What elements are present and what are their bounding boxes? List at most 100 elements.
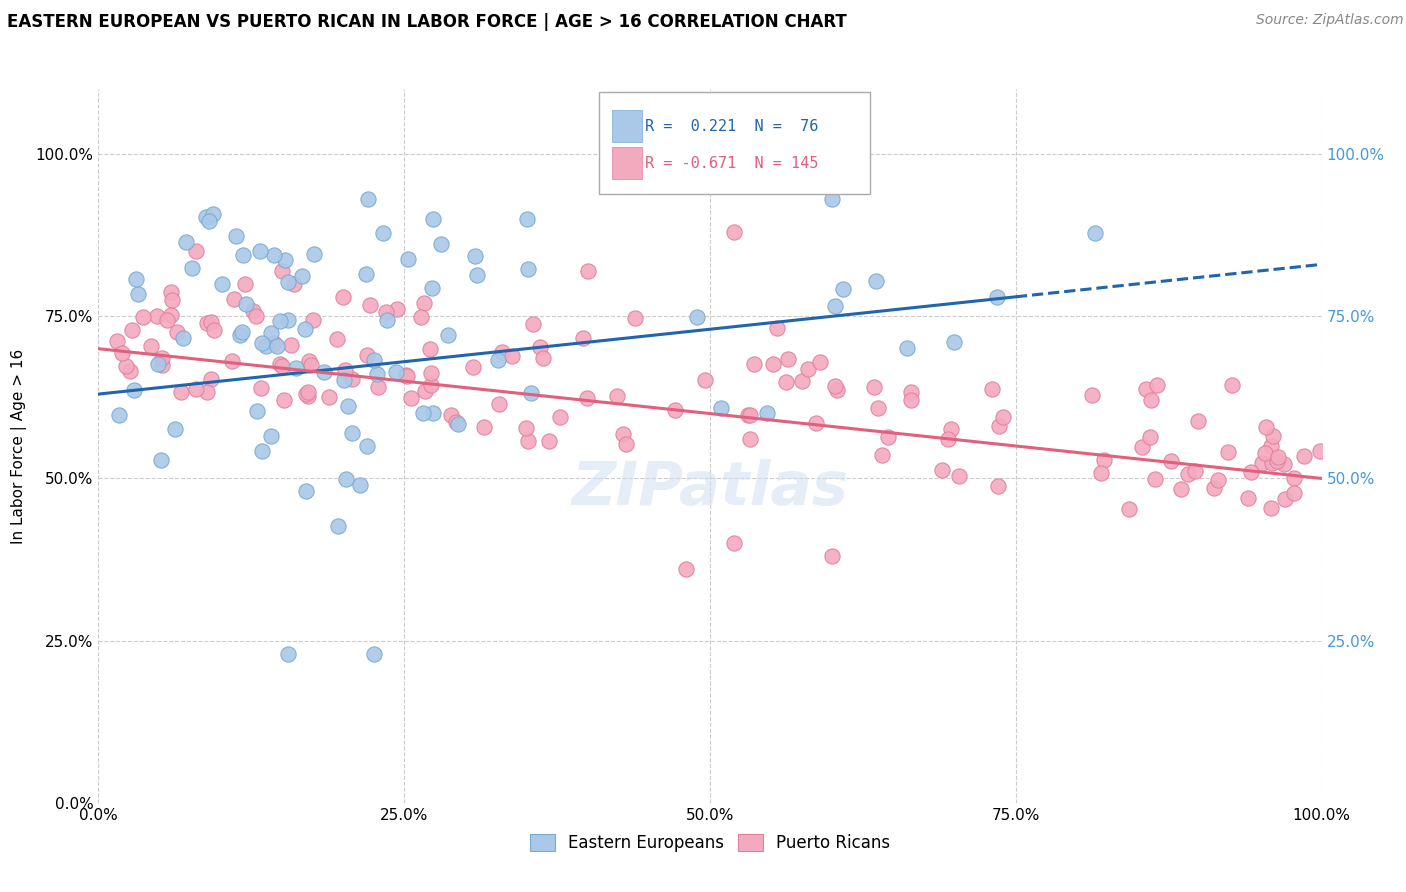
Point: [444, 415, 467, 429]
Point: [825, 384, 848, 398]
Point: [862, 380, 884, 394]
Point: [231, 325, 253, 339]
Point: [269, 313, 291, 327]
Point: [395, 368, 418, 383]
Point: [710, 401, 733, 415]
Point: [900, 385, 922, 400]
Point: [463, 359, 485, 374]
Point: [160, 309, 183, 323]
Point: [291, 268, 314, 283]
Point: [356, 348, 378, 362]
Point: [170, 385, 193, 400]
Point: [1260, 500, 1282, 515]
Point: [186, 244, 208, 259]
Point: [744, 357, 766, 371]
Point: [269, 357, 291, 371]
Point: [336, 399, 359, 413]
Point: [501, 349, 523, 363]
Point: [824, 379, 846, 393]
Point: [263, 248, 285, 262]
Point: [1090, 466, 1112, 480]
Point: [252, 444, 274, 458]
Point: [283, 277, 305, 291]
Point: [374, 305, 396, 319]
Point: [832, 282, 855, 296]
Point: [367, 380, 389, 394]
Point: [325, 332, 347, 346]
Point: [1084, 227, 1107, 241]
Text: Source: ZipAtlas.com: Source: ZipAtlas.com: [1256, 13, 1403, 28]
Point: [522, 318, 544, 332]
Point: [1202, 481, 1225, 495]
Point: [366, 367, 388, 381]
Point: [359, 298, 381, 312]
Point: [870, 448, 893, 462]
Point: [413, 384, 436, 398]
Point: [245, 309, 267, 323]
Point: [294, 322, 316, 336]
Point: [938, 432, 960, 446]
Point: [987, 478, 1010, 492]
Point: [740, 433, 762, 447]
Text: ZIPatlas: ZIPatlas: [571, 459, 849, 518]
Point: [270, 264, 294, 278]
Point: [821, 549, 844, 564]
Point: [132, 310, 155, 324]
Point: [576, 392, 599, 406]
Point: [396, 369, 419, 384]
Point: [515, 211, 537, 226]
Point: [246, 403, 269, 417]
Point: [1250, 456, 1272, 470]
Point: [792, 374, 814, 388]
Point: [127, 286, 149, 301]
Point: [1177, 467, 1199, 482]
Point: [194, 210, 217, 224]
Point: [1220, 377, 1243, 392]
Point: [1135, 382, 1157, 396]
Point: [1170, 482, 1192, 496]
Point: [1139, 430, 1161, 444]
Point: [385, 302, 408, 317]
Point: [1130, 440, 1153, 454]
Point: [1240, 465, 1263, 479]
Point: [531, 351, 554, 365]
Point: [166, 325, 188, 339]
Point: [139, 339, 162, 353]
Text: R = -0.671  N = 145: R = -0.671 N = 145: [645, 155, 818, 170]
Point: [1216, 444, 1239, 458]
Point: [1187, 413, 1209, 427]
Point: [172, 331, 194, 345]
Point: [250, 381, 273, 395]
Point: [419, 366, 441, 380]
Point: [1184, 464, 1206, 478]
Point: [301, 313, 323, 327]
Point: [491, 344, 513, 359]
Point: [159, 285, 181, 299]
Point: [363, 353, 385, 368]
Point: [1092, 453, 1115, 467]
Point: [121, 323, 143, 337]
Point: [900, 393, 922, 408]
Point: [572, 331, 595, 345]
Point: [1309, 443, 1331, 458]
Point: [277, 647, 299, 661]
Point: [342, 372, 364, 386]
Point: [150, 351, 173, 365]
Point: [413, 295, 436, 310]
Point: [235, 297, 257, 311]
Point: [335, 472, 357, 486]
Point: [766, 321, 789, 335]
Point: [277, 275, 299, 289]
Point: [125, 272, 148, 286]
Point: [1140, 393, 1163, 408]
Point: [865, 275, 887, 289]
Point: [181, 260, 204, 275]
Point: [1261, 429, 1284, 443]
Point: [266, 339, 288, 353]
Point: [200, 315, 222, 329]
Point: [107, 334, 129, 348]
Point: [1267, 450, 1289, 464]
Point: [1274, 491, 1296, 506]
Point: [876, 430, 898, 444]
Point: [221, 354, 243, 368]
